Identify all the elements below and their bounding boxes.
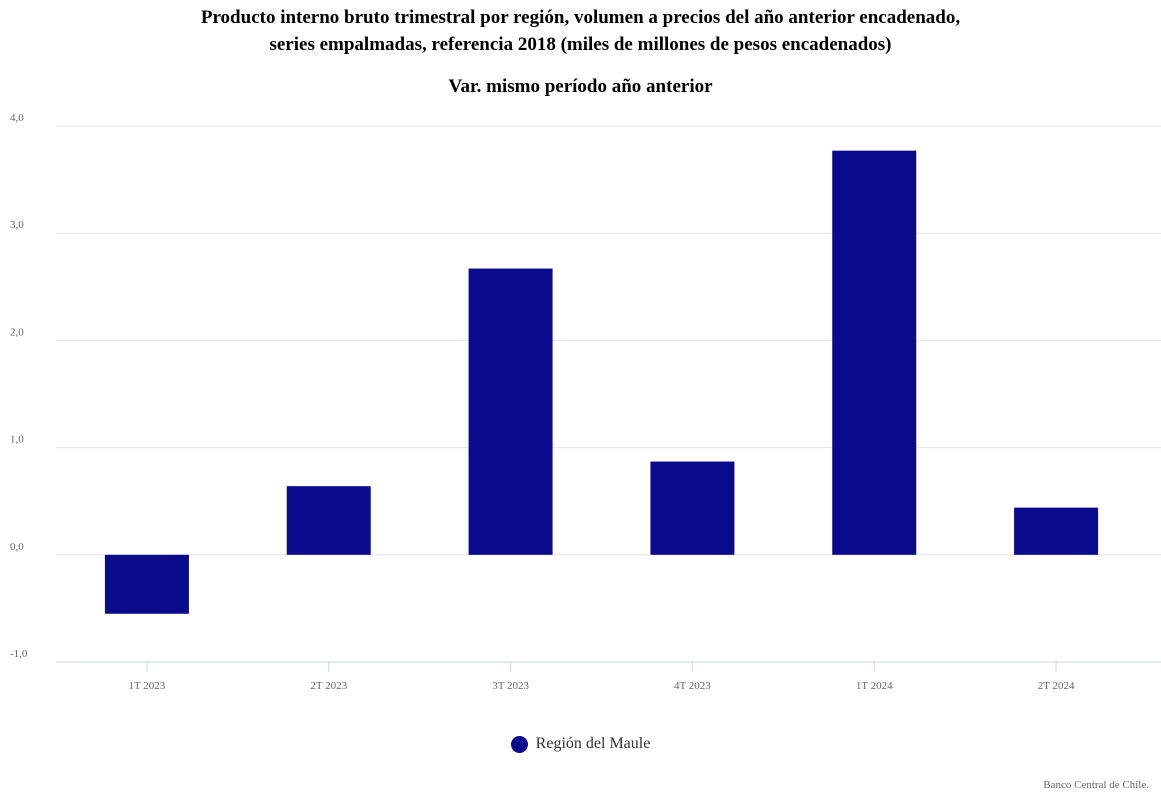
y-tick-label: 1,0 xyxy=(10,434,24,446)
y-tick-label: 0,0 xyxy=(10,541,24,553)
credits: Banco Central de Chile. xyxy=(1043,779,1149,791)
bars xyxy=(104,150,1099,614)
y-axis-ticks: -1,0 0,0 1,0 2,0 3,0 4,0 xyxy=(10,112,28,660)
bar-1t-2024[interactable] xyxy=(832,150,917,555)
bar-4t-2023[interactable] xyxy=(650,461,735,555)
x-tick-label: 1T 2024 xyxy=(856,680,893,692)
bar-1t-2023[interactable] xyxy=(104,554,189,614)
legend-marker-icon xyxy=(510,735,528,753)
chart-title: Producto interno bruto trimestral por re… xyxy=(0,4,1161,58)
y-tick-label: 3,0 xyxy=(10,219,24,231)
y-tick-label: 4,0 xyxy=(10,112,24,124)
y-tick-label: -1,0 xyxy=(10,648,28,660)
legend-label: Región del Maule xyxy=(535,735,651,752)
gridlines xyxy=(56,125,1161,663)
chart-subtitle: Var. mismo período año anterior xyxy=(448,76,713,97)
chart-title-line-1: Producto interno bruto trimestral por re… xyxy=(200,7,961,28)
x-tick-label: 3T 2023 xyxy=(492,680,529,692)
x-tick-label: 4T 2023 xyxy=(674,680,711,692)
bar-2t-2023[interactable] xyxy=(286,486,371,555)
legend: Región del Maule xyxy=(0,735,1161,753)
legend-item-region-del-maule[interactable]: Región del Maule xyxy=(510,735,651,753)
x-tick-label: 1T 2023 xyxy=(129,680,166,692)
x-axis: 1T 2023 2T 2023 3T 2023 4T 2023 1T 2024 2T 20… xyxy=(129,662,1075,692)
y-tick-label: 2,0 xyxy=(10,326,24,338)
bar-3t-2023[interactable] xyxy=(468,268,553,555)
x-tick-label: 2T 2024 xyxy=(1038,680,1075,692)
chart-title-line-2: series empalmadas, referencia 2018 (mile… xyxy=(269,34,892,55)
bar-2t-2024[interactable] xyxy=(1014,507,1099,555)
x-tick-label: 2T 2023 xyxy=(310,680,347,692)
